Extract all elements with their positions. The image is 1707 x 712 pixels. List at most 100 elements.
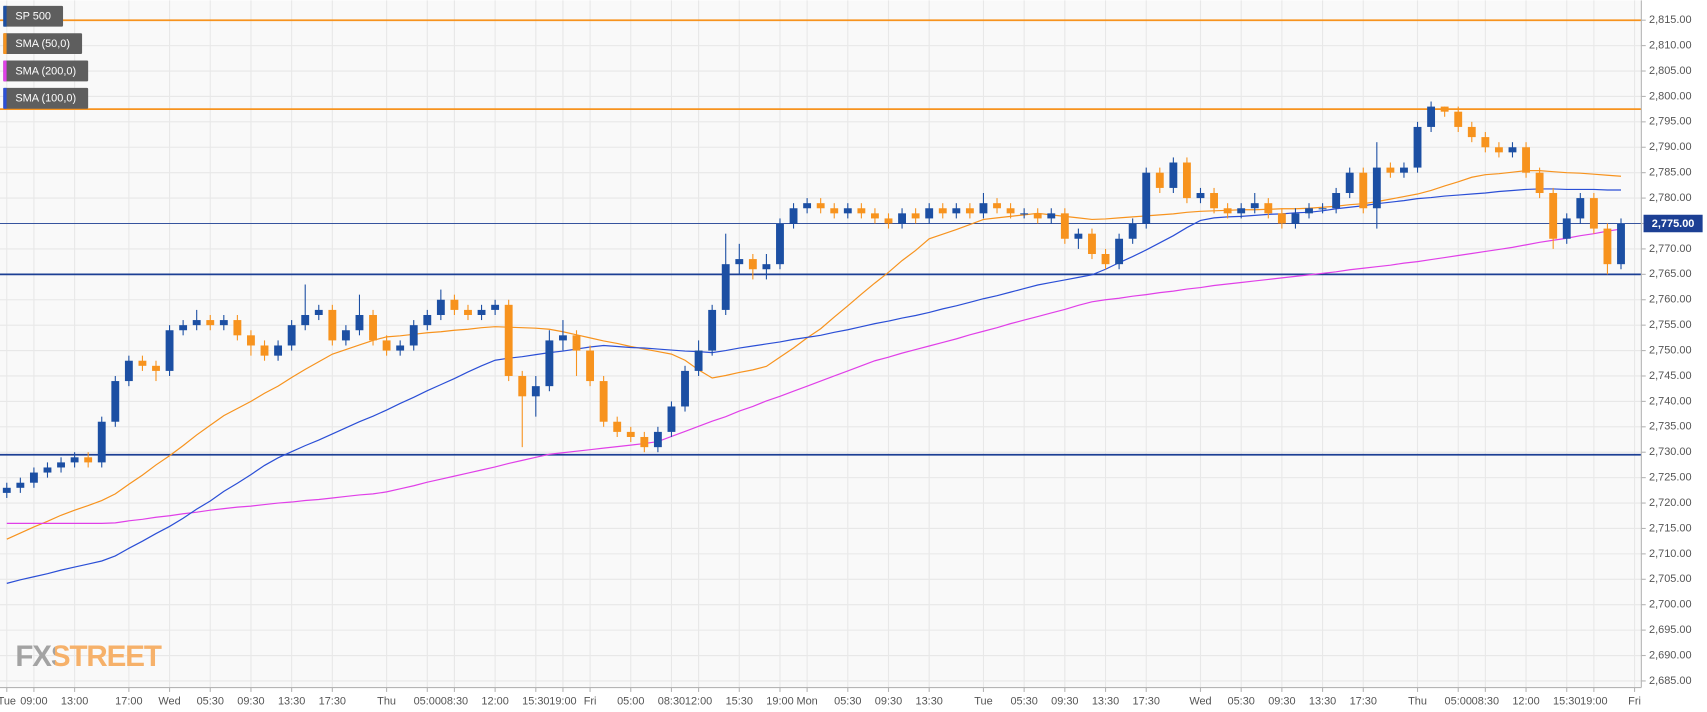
candle-body — [803, 203, 812, 209]
candle-body — [491, 304, 500, 310]
x-tick-label: 17:30 — [1350, 696, 1377, 708]
candle-body — [1033, 213, 1042, 219]
y-tick-label: 2,690.00 — [1649, 649, 1692, 661]
candle-body — [857, 208, 866, 214]
x-tick-label: 05:00 — [1445, 696, 1472, 708]
legend-swatch — [3, 33, 7, 54]
candle-body — [938, 208, 947, 214]
y-tick-label: 2,700.00 — [1649, 599, 1692, 611]
candle-body — [1508, 147, 1517, 153]
y-tick-label: 2,735.00 — [1649, 421, 1692, 433]
candle-body — [1345, 172, 1354, 194]
sma-line — [6, 228, 1622, 524]
y-tick-label: 2,770.00 — [1649, 243, 1692, 255]
candle-body — [993, 203, 1001, 209]
candle-body — [1332, 193, 1341, 209]
candle-body — [477, 309, 486, 315]
legend-swatch — [3, 5, 7, 27]
candle-body — [1115, 238, 1124, 265]
candle-body — [599, 381, 608, 422]
x-tick-label: 17:30 — [319, 696, 346, 708]
y-tick-label: 2,725.00 — [1649, 472, 1692, 484]
candle-body — [396, 345, 405, 351]
candle-body — [1576, 198, 1585, 219]
x-tick-label: Thu — [377, 696, 396, 708]
candle-body — [1427, 106, 1436, 127]
candle-body — [1250, 203, 1259, 209]
candle-body — [748, 259, 757, 270]
y-tick-label: 2,785.00 — [1649, 167, 1692, 179]
candle-body — [816, 203, 825, 209]
x-tick-label: 05:30 — [1227, 696, 1254, 708]
axes: 2,685.00 2,690.00 2,695.00 2,700.00 2,705.00… — [0, 14, 1703, 708]
y-tick-label: 2,790.00 — [1649, 141, 1692, 153]
x-tick-label: 13:30 — [278, 696, 305, 708]
candle-body — [721, 264, 730, 310]
candle-body — [1196, 193, 1205, 199]
x-tick-label: 05:00 — [617, 696, 644, 708]
y-tick-label: 2,795.00 — [1649, 116, 1692, 128]
candle-body — [1522, 147, 1530, 173]
candle-body — [1305, 208, 1313, 214]
candle-body — [572, 335, 581, 351]
sma-line — [6, 170, 1622, 540]
candle-body — [952, 208, 961, 214]
candle-body — [1454, 111, 1463, 127]
candle-body — [1467, 126, 1476, 138]
x-tick-label: 12:00 — [481, 696, 508, 708]
x-tick-label: 08:30 — [658, 696, 685, 708]
x-tick-label: 19:00 — [549, 696, 576, 708]
legend-swatch — [3, 87, 7, 109]
candle-body — [70, 457, 79, 463]
candle-body — [1549, 193, 1558, 239]
legend-label: SMA (100,0) — [15, 93, 76, 105]
legend-box — [3, 87, 89, 109]
x-tick-label: 19:00 — [766, 696, 793, 708]
y-tick-label: 2,695.00 — [1649, 624, 1692, 636]
candle-body — [382, 340, 391, 351]
candle-body — [1617, 223, 1625, 265]
x-tick-label: 08:30 — [1472, 696, 1499, 708]
levels — [0, 19, 1642, 456]
candle-body — [1603, 228, 1612, 265]
plot-area — [0, 0, 1641, 687]
candle-body — [1400, 167, 1408, 173]
x-tick-label: 13:00 — [61, 696, 88, 708]
candle-body — [586, 350, 595, 382]
x-tick-label: 09:30 — [1268, 696, 1295, 708]
x-tick-label: 15:30 — [1553, 696, 1580, 708]
x-tick-label: 19:00 — [1580, 696, 1607, 708]
legend-label: SMA (50,0) — [15, 38, 70, 50]
candle-body — [776, 223, 784, 265]
x-tick-label: 13:30 — [916, 696, 943, 708]
candle-body — [735, 259, 744, 265]
candle-body — [1155, 172, 1164, 188]
candle-body — [409, 325, 418, 346]
candle-body — [1074, 233, 1083, 239]
candle-body — [1128, 223, 1137, 239]
candle-body — [667, 406, 676, 432]
candle-body — [152, 365, 160, 371]
legend-swatch — [3, 60, 7, 82]
indicator-lines — [6, 170, 1622, 584]
candle-body — [626, 431, 635, 437]
candle-body — [341, 330, 350, 341]
y-tick-label: 2,810.00 — [1649, 40, 1692, 52]
candle-body — [1047, 213, 1056, 219]
candle-body — [111, 381, 120, 422]
x-tick-label: Thu — [1408, 696, 1427, 708]
candle-body — [124, 360, 133, 382]
candle-body — [450, 299, 459, 310]
candle-body — [219, 320, 228, 326]
x-tick-label: 15:30 — [522, 696, 549, 708]
candle-body — [1169, 162, 1178, 188]
candle-body — [1359, 172, 1368, 209]
y-tick-label: 2,715.00 — [1649, 522, 1692, 534]
y-tick-label: 2,815.00 — [1649, 14, 1692, 26]
candle-body — [1589, 198, 1598, 229]
candle-body — [464, 309, 472, 315]
candle-body — [1142, 172, 1151, 224]
candle-body — [1481, 137, 1490, 148]
